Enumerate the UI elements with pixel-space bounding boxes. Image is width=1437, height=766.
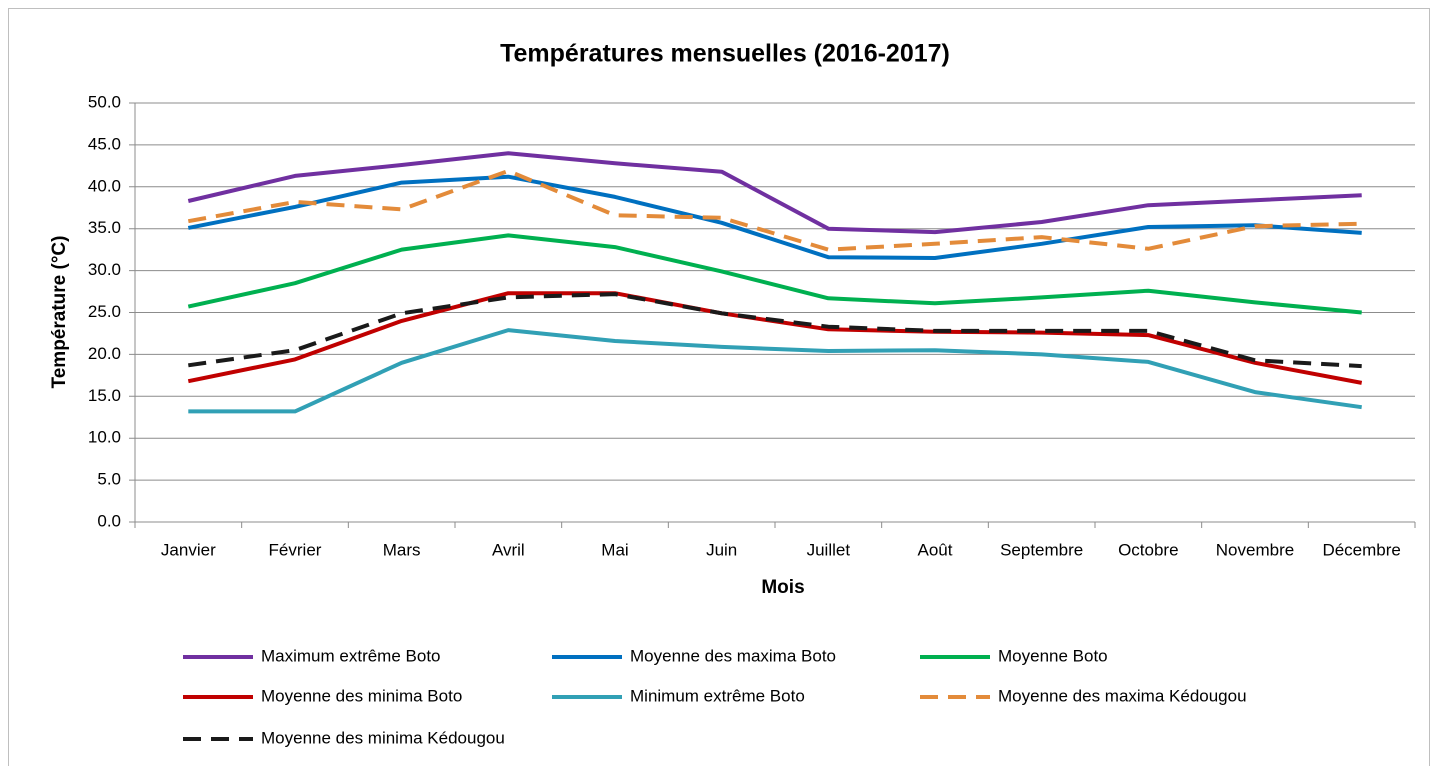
legend-label: Moyenne des maxima Boto: [630, 646, 836, 665]
x-tick-label: Février: [269, 540, 322, 559]
y-tick-label: 45.0: [88, 134, 121, 153]
y-tick-label: 10.0: [88, 428, 121, 447]
legend-label: Minimum extrême Boto: [630, 686, 805, 705]
x-tick-label: Août: [918, 540, 953, 559]
series-line: [187, 291, 1363, 385]
y-tick-label: 5.0: [97, 470, 121, 489]
x-tick-label: Décembre: [1322, 540, 1400, 559]
y-tick-label: 25.0: [88, 302, 121, 321]
x-tick-label: Novembre: [1216, 540, 1294, 559]
legend-label: Moyenne des minima Boto: [261, 686, 462, 705]
series-line: [187, 233, 1362, 315]
x-axis-title: Mois: [761, 577, 804, 598]
y-tick-label: 0.0: [97, 511, 121, 530]
x-tick-label: Juillet: [807, 540, 851, 559]
x-tick-label: Juin: [706, 540, 737, 559]
series-line: [188, 328, 1362, 414]
series-line: [187, 168, 1362, 252]
x-tick-label: Octobre: [1118, 540, 1178, 559]
legend-label: Moyenne des maxima Kédougou: [998, 686, 1247, 705]
y-tick-label: 20.0: [88, 344, 121, 363]
y-tick-label: 50.0: [88, 92, 121, 111]
chart-border: [8, 8, 1430, 766]
legend-label: Moyenne des minima Kédougou: [261, 728, 505, 747]
legend-label: Moyenne Boto: [998, 646, 1108, 665]
chart-title: Températures mensuelles (2016-2017): [500, 40, 950, 68]
y-tick-label: 15.0: [88, 386, 121, 405]
x-tick-label: Mai: [601, 540, 628, 559]
x-tick-label: Mars: [383, 540, 421, 559]
y-tick-label: 35.0: [88, 218, 121, 237]
y-axis-title: Température (°C): [49, 236, 70, 389]
x-tick-label: Avril: [492, 540, 525, 559]
x-tick-label: Janvier: [161, 540, 216, 559]
y-tick-label: 30.0: [88, 260, 121, 279]
series-line: [188, 292, 1362, 369]
legend-label: Maximum extrême Boto: [261, 646, 441, 665]
x-tick-label: Septembre: [1000, 540, 1083, 559]
series-line: [187, 151, 1362, 235]
series-line: [187, 174, 1362, 260]
y-tick-label: 40.0: [88, 176, 121, 195]
